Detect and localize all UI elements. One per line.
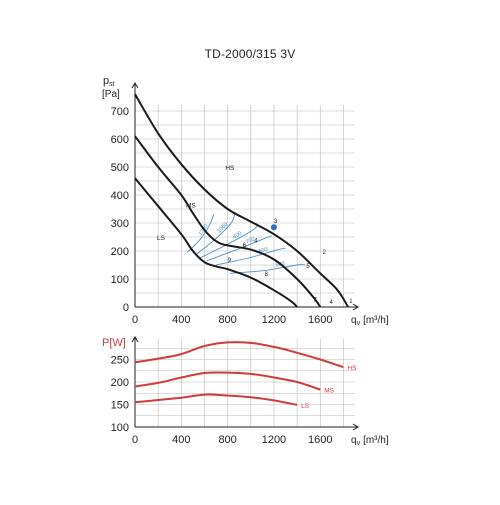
fan-curve — [134, 93, 349, 308]
fan-curve — [134, 135, 322, 308]
y-tick-label: 600 — [111, 134, 129, 146]
y-tick-label: 100 — [111, 274, 129, 286]
x-axis-arrow — [352, 423, 359, 431]
y-axis-label: pst — [103, 75, 115, 88]
x-tick-label: 800 — [218, 434, 236, 446]
operating-point-label: 4 — [254, 239, 258, 245]
x-tick-label: 400 — [172, 314, 190, 326]
operating-point-label: 4 — [330, 300, 334, 306]
system-curve — [216, 247, 286, 266]
x-tick-label: 1200 — [262, 434, 286, 446]
operating-point-label: 3 — [274, 219, 278, 225]
x-axis-arrow — [352, 303, 359, 311]
x-tick-label: 1600 — [308, 434, 332, 446]
system-curve — [206, 235, 272, 262]
y-axis-arrow — [131, 82, 139, 89]
y-tick-label: 250 — [111, 355, 129, 367]
power-curve — [134, 393, 298, 406]
y-tick-label: 500 — [111, 162, 129, 174]
y-tick-label: 100 — [111, 422, 129, 434]
fan-curve-label: LS — [157, 235, 166, 242]
power-curve-label: MS — [324, 388, 334, 395]
system-curve — [186, 214, 215, 253]
x-tick-label: 0 — [132, 314, 138, 326]
power-chart: 100 150 200 250 0 400 800 1200 1600 P[W] qv [m³/h] H… — [102, 336, 389, 447]
operating-point-label: 1 — [349, 299, 353, 305]
y-axis-unit: [Pa] — [102, 89, 120, 100]
power-curve — [134, 371, 321, 391]
fan-curve-label: HS — [225, 165, 235, 172]
y-tick-label: 700 — [111, 106, 129, 118]
fan-curve — [134, 177, 298, 308]
y-axis-label: P[W] — [102, 337, 126, 349]
y-tick-label: 300 — [111, 218, 129, 230]
x-axis-label: qv [m³/h] — [351, 315, 389, 327]
y-tick-label: 400 — [111, 190, 129, 202]
x-tick-label: 400 — [172, 434, 190, 446]
x-tick-label: 0 — [132, 434, 138, 446]
y-tick-label: 150 — [111, 400, 129, 412]
system-curve — [229, 264, 306, 274]
x-tick-label: 1200 — [262, 314, 286, 326]
operating-point-marker — [270, 224, 277, 231]
y-axis-arrow — [131, 336, 139, 343]
system-curve — [199, 225, 259, 259]
fan-curve-label: MS — [186, 203, 196, 210]
chart-title: TD-2000/315 3V — [204, 47, 296, 61]
x-tick-label: 800 — [218, 314, 236, 326]
operating-point-label: 6 — [243, 243, 247, 249]
x-axis-label: qv [m³/h] — [351, 435, 389, 447]
y-tick-label: 200 — [111, 377, 129, 389]
system-curve-label: 600 — [258, 247, 268, 255]
y-tick-label: 200 — [111, 246, 129, 258]
x-tick-label: 1600 — [308, 314, 332, 326]
operating-point-label: 8 — [265, 272, 269, 278]
system-curve-label: 700 — [245, 237, 256, 246]
operating-point-label: 2 — [323, 250, 327, 256]
y-tick-label: 0 — [123, 302, 129, 314]
system-curve-label: 800 — [232, 231, 243, 241]
power-curve-label: LS — [301, 403, 310, 410]
power-curve — [134, 341, 344, 369]
operating-point-label: 7 — [313, 297, 317, 303]
operating-point-label: 9 — [228, 258, 232, 264]
system-curve — [194, 214, 236, 256]
power-curve-label: HS — [347, 365, 357, 372]
operating-point-label: 5 — [306, 264, 310, 270]
